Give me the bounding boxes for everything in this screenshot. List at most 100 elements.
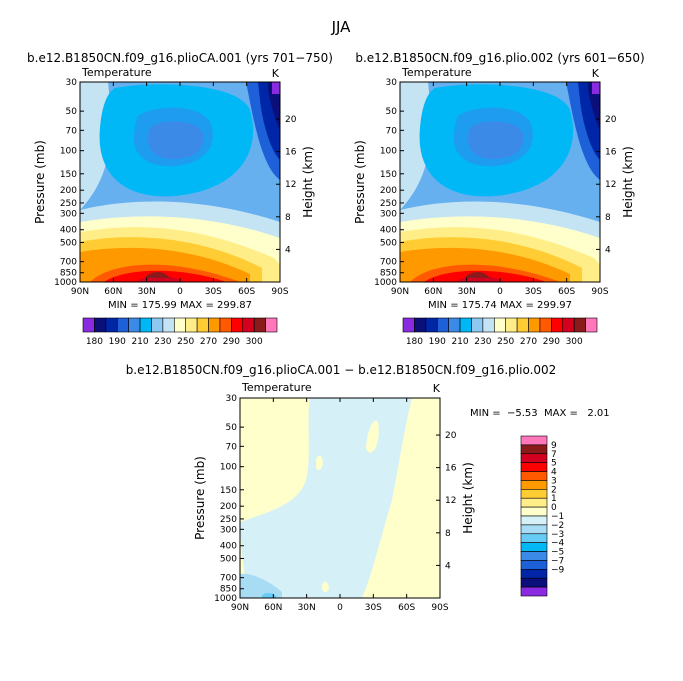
x-tick-label: 30S xyxy=(525,287,542,297)
y-tick-label: 850 xyxy=(220,585,237,595)
colorbar-diff-label: −9 xyxy=(551,565,565,575)
y-tick-label: 200 xyxy=(220,502,237,512)
colorbar-swatch xyxy=(196,317,209,333)
colorbar-label: 210 xyxy=(131,337,148,347)
panel-2-axes: 90N 60N 30N 0 30S 60S 90S 30 50 70 100 150 200 250300… xyxy=(374,78,617,297)
y-tick-label: 70 xyxy=(226,442,238,452)
colorbar-label: 300 xyxy=(566,337,583,347)
panel-1-axes: 90N 60N 30N 0 30S 60S 90S 30 50 70 100 150 200 250300… xyxy=(54,78,297,297)
contour-positive-island-2 xyxy=(316,455,323,470)
colorbar-swatch xyxy=(151,317,164,333)
colorbar-label: 290 xyxy=(223,337,240,347)
colorbar-swatch xyxy=(448,317,461,333)
y-tick-label: 200 xyxy=(380,186,397,196)
y-tick-label: 300 xyxy=(60,209,77,219)
colorbar-diff-swatch xyxy=(520,524,548,535)
panel-2-stats: MIN = 175.74 MAX = 299.97 xyxy=(428,300,572,311)
y-tick-label: 200 xyxy=(60,186,77,196)
colorbar-diff-swatch xyxy=(520,471,548,481)
x-tick-label: 60S xyxy=(238,287,255,297)
colorbar-swatch xyxy=(139,317,152,333)
x-tick-label: 60N xyxy=(424,287,442,297)
y-tick-label: 500 xyxy=(220,554,237,564)
panel-1-units: K xyxy=(272,67,280,80)
y-tick-label: 50 xyxy=(386,107,398,117)
colorbar-swatch xyxy=(425,317,438,333)
colorbar-label: 230 xyxy=(154,337,171,347)
contour-top-purple xyxy=(592,82,600,94)
colorbar-swatch xyxy=(162,317,175,333)
y-tick-label: 300 xyxy=(220,525,237,535)
y2-tick-label: 20 xyxy=(445,431,457,441)
colorbar-diff-swatch xyxy=(520,489,548,499)
panel-2-title: b.e12.B1850CN.f09_g16.plio.002 (yrs 601−… xyxy=(355,51,644,65)
colorbar-swatch xyxy=(253,317,266,333)
panel-1-field xyxy=(80,82,280,282)
colorbar-diff-swatch xyxy=(520,506,548,517)
colorbar-swatch xyxy=(231,317,244,333)
panel-3-axes: 90N 60N 30N 0 30S 60S 90S 30 50 70 100 150 200 250300… xyxy=(214,394,457,613)
colorbar-swatch xyxy=(471,317,484,333)
colorbar-swatch xyxy=(459,317,472,333)
y-tick-label: 700 xyxy=(220,574,237,584)
y-tick-label: 700 xyxy=(60,258,77,268)
y-tick-label: 100 xyxy=(220,463,237,473)
colorbar-swatch xyxy=(242,317,255,333)
colorbar-swatch xyxy=(265,317,278,333)
y-tick-label: 1000 xyxy=(214,594,237,604)
colorbar-diff-label: 0 xyxy=(551,503,557,513)
x-tick-label: 30N xyxy=(298,603,316,613)
panel-2-subtitle: Temperature xyxy=(401,66,472,79)
colorbar-label: 250 xyxy=(177,337,194,347)
colorbar-diff-swatch xyxy=(520,462,548,472)
colorbar-swatch xyxy=(219,317,232,333)
y-tick-label: 250 xyxy=(380,199,397,209)
colorbar-label: 180 xyxy=(406,337,423,347)
y-tick-label: 850 xyxy=(60,269,77,279)
x-tick-label: 90S xyxy=(271,287,288,297)
colorbar-swatch xyxy=(402,317,415,333)
x-tick-label: 30S xyxy=(365,603,382,613)
x-tick-label: 90S xyxy=(431,603,448,613)
colorbar-swatch xyxy=(562,317,575,333)
panel-1-subtitle: Temperature xyxy=(81,66,152,79)
contour-neg-1 xyxy=(240,573,282,598)
colorbar-diff-label: −3 xyxy=(551,530,564,540)
x-tick-label: 60S xyxy=(398,603,415,613)
colorbar-diff-swatch xyxy=(520,577,548,588)
colorbar-diff-label: −2 xyxy=(551,521,564,531)
panel-1-ylabel: Pressure (mb) xyxy=(33,140,47,224)
y-tick-label: 1000 xyxy=(54,278,77,288)
y-tick-label: 250 xyxy=(220,515,237,525)
y-tick-label: 500 xyxy=(60,238,77,248)
y-tick-label: 400 xyxy=(60,226,77,236)
panel-1: b.e12.B1850CN.f09_g16.plioCA.001 (yrs 70… xyxy=(27,51,333,311)
colorbar-swatch xyxy=(505,317,518,333)
panel-3: b.e12.B1850CN.f09_g16.plioCA.001 − b.e12… xyxy=(126,363,610,613)
x-tick-label: 30N xyxy=(138,287,156,297)
colorbar-diff-swatch xyxy=(520,586,548,597)
colorbar-label: 180 xyxy=(86,337,103,347)
contour-positive-island-1 xyxy=(366,420,379,453)
colorbar-swatch xyxy=(414,317,427,333)
colorbar-diff-swatch xyxy=(520,533,548,543)
colorbar-diff-swatch xyxy=(520,444,548,455)
colorbar-swatch xyxy=(573,317,586,333)
colorbar-swatch xyxy=(116,317,129,333)
y2-tick-label: 20 xyxy=(285,115,297,125)
colorbar-label: 300 xyxy=(246,337,263,347)
x-tick-label: 60N xyxy=(264,603,282,613)
y-tick-label: 400 xyxy=(220,542,237,552)
contour-ring-core xyxy=(148,121,204,160)
colorbar-diff-label: 9 xyxy=(551,441,557,451)
y2-tick-label: 16 xyxy=(445,464,457,474)
colorbar-swatch xyxy=(105,317,118,333)
colorbar-swatch xyxy=(539,317,552,333)
colorbar-diff-label: 3 xyxy=(551,476,557,486)
y-tick-label: 70 xyxy=(386,126,398,136)
x-tick-label: 30S xyxy=(205,287,222,297)
contour-ring-core xyxy=(468,121,524,160)
x-tick-label: 90N xyxy=(391,287,409,297)
y2-tick-label: 12 xyxy=(605,180,616,190)
panel-3-field xyxy=(240,398,440,598)
